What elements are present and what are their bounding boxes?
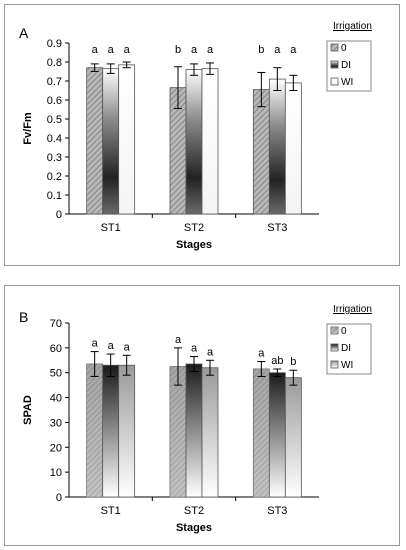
bar-di-st3: [268, 78, 286, 215]
significance-letter: a: [207, 44, 214, 56]
y-tick-label: 0.6: [47, 95, 62, 107]
chart-panel-a: A 0 0.1 0.2 0.3 0.4 0.5 0.6 0.7 0.8 0.9 Fv/Fm ST1 a a a…: [4, 4, 400, 266]
legend-swatch-0: [330, 43, 339, 52]
legend-title: Irrigation: [333, 21, 372, 32]
legend-swatch-wi: [330, 360, 339, 369]
legend-entry-di: DI: [341, 60, 351, 71]
bar-0-st3: [252, 89, 270, 215]
bar-wi-st1: [118, 64, 136, 215]
y-tick-label: 30: [50, 417, 62, 429]
y-tick-label: 0.4: [47, 133, 62, 145]
bar-wi-st3: [284, 82, 302, 215]
chart-panel-b: B 0 10 20 30 40 50 60 70 SPAD ST1 a a a ST2 a a a ST3 a ab b S…: [4, 285, 400, 546]
significance-letter: a: [108, 340, 115, 352]
legend-entry-0: 0: [341, 43, 347, 54]
bar-0-st1: [86, 67, 104, 215]
x-tick-label: ST2: [184, 505, 204, 517]
bar-wi-st2: [201, 367, 219, 498]
y-tick-label: 0: [56, 492, 62, 504]
legend-entry-di: DI: [341, 343, 351, 354]
y-tick-label: 0: [56, 209, 62, 221]
bar-wi-st3: [284, 377, 302, 498]
bar-di-st1: [102, 68, 120, 215]
bar-wi-st1: [118, 364, 136, 498]
bar-wi-st2: [201, 68, 219, 215]
legend-swatch-di: [330, 343, 339, 352]
y-tick-label: 0.2: [47, 171, 62, 183]
significance-letter: a: [92, 338, 99, 350]
y-tick-label: 0.1: [47, 190, 62, 202]
legend-title: Irrigation: [333, 304, 372, 315]
significance-letter: a: [175, 334, 182, 346]
y-axis-label: SPAD: [22, 395, 34, 425]
y-tick-label: 0.3: [47, 152, 62, 164]
significance-letter: a: [207, 346, 214, 358]
bar-hatch-overlay: [86, 364, 103, 497]
x-axis-label: Stages: [176, 239, 212, 251]
y-tick-label: 70: [50, 318, 62, 330]
x-axis-label: Stages: [176, 522, 212, 534]
legend-swatch-wi: [330, 77, 339, 86]
y-tick-label: 60: [50, 343, 62, 355]
bar-di-st2: [185, 69, 203, 215]
significance-letter: b: [290, 356, 296, 368]
y-tick-label: 0.5: [47, 114, 62, 126]
legend-swatch-di: [330, 60, 339, 69]
x-tick-label: ST2: [184, 222, 204, 234]
bar-di-st1: [102, 364, 120, 498]
significance-letter: b: [175, 44, 181, 56]
x-tick-label: ST1: [101, 505, 121, 517]
y-tick-label: 40: [50, 393, 62, 405]
x-tick-label: ST3: [267, 505, 287, 517]
significance-letter: a: [290, 44, 297, 56]
significance-letter: b: [258, 44, 264, 56]
significance-letter: a: [92, 44, 99, 56]
y-tick-label: 20: [50, 442, 62, 454]
y-tick-label: 0.7: [47, 76, 62, 88]
x-tick-label: ST1: [101, 222, 121, 234]
significance-letter: a: [274, 44, 281, 56]
y-tick-label: 10: [50, 467, 62, 479]
significance-letter: a: [191, 343, 198, 355]
significance-letter: a: [108, 44, 115, 56]
y-tick-label: 50: [50, 368, 62, 380]
bar-di-st3: [268, 372, 286, 498]
bar-hatch-overlay: [170, 366, 186, 497]
legend-entry-wi: WI: [341, 77, 353, 88]
panel-label: B: [19, 309, 28, 325]
bar-di-st2: [185, 363, 203, 498]
significance-letter: a: [258, 348, 265, 360]
legend-entry-wi: WI: [341, 360, 353, 371]
significance-letter: a: [124, 341, 131, 353]
significance-letter: a: [124, 44, 131, 56]
x-tick-label: ST3: [267, 222, 287, 234]
significance-letter: a: [191, 44, 198, 56]
legend-swatch-hatch: [331, 327, 338, 334]
y-axis-label: Fv/Fm: [22, 112, 34, 145]
bar-hatch-overlay: [253, 368, 270, 497]
legend-entry-0: 0: [341, 326, 347, 337]
significance-letter: ab: [271, 355, 283, 367]
panel-label: A: [19, 25, 29, 41]
y-tick-label: 0.9: [47, 38, 62, 50]
y-tick-label: 0.8: [47, 57, 62, 69]
